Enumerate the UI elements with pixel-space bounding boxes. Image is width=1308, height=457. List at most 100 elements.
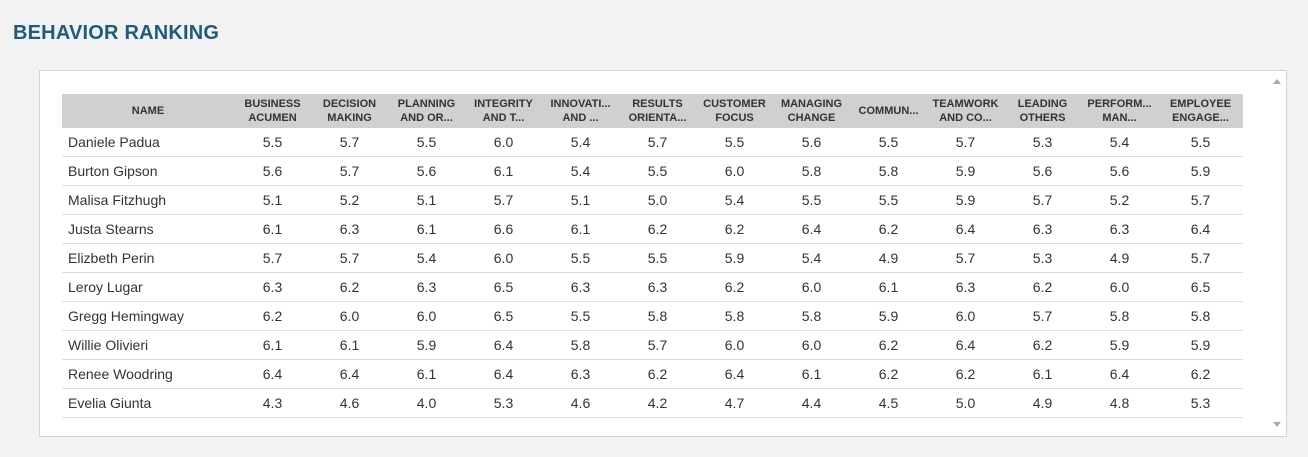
employee-name-cell: Evelia Giunta [62,388,234,418]
score-cell: 5.6 [1081,156,1158,186]
score-cell: 5.5 [773,185,850,215]
column-header[interactable]: PLANNING AND OR... [388,94,465,128]
column-header[interactable]: MANAGING CHANGE [773,94,850,128]
score-cell: 5.2 [1081,185,1158,215]
column-header[interactable]: TEAMWORK AND CO... [927,94,1004,128]
score-cell: 5.0 [619,185,696,215]
column-header[interactable]: PERFORM... MAN... [1081,94,1158,128]
score-cell: 5.2 [311,185,388,215]
score-cell: 5.7 [1004,185,1081,215]
score-cell: 5.9 [927,185,1004,215]
score-cell: 6.3 [927,272,1004,302]
score-cell: 4.8 [1081,388,1158,418]
score-cell: 6.2 [696,214,773,244]
scroll-up-arrow-icon[interactable] [1273,79,1281,84]
column-header[interactable]: LEADING OTHERS [1004,94,1081,128]
score-cell: 6.1 [773,359,850,389]
column-header[interactable]: COMMUN... [850,94,927,128]
score-cell: 6.3 [234,272,311,302]
column-header[interactable]: INNOVATI... AND ... [542,94,619,128]
score-cell: 6.4 [1158,214,1243,244]
column-header[interactable]: DECISION MAKING [311,94,388,128]
score-cell: 5.5 [388,128,465,157]
score-cell: 6.4 [465,330,542,360]
score-cell: 5.9 [1081,330,1158,360]
score-cell: 5.8 [619,301,696,331]
score-cell: 5.8 [850,156,927,186]
score-cell: 5.5 [850,128,927,157]
score-cell: 5.1 [234,185,311,215]
scroll-down-arrow-icon[interactable] [1273,422,1281,427]
score-cell: 4.9 [1081,243,1158,273]
score-cell: 6.3 [388,272,465,302]
score-cell: 5.5 [542,243,619,273]
score-cell: 5.7 [311,243,388,273]
score-cell: 6.0 [465,128,542,157]
score-cell: 5.5 [619,156,696,186]
score-cell: 4.9 [850,243,927,273]
table-header: NAME BUSINESS ACUMEN DECISION MAKING PLANNI… [62,94,1243,128]
score-cell: 5.5 [234,128,311,157]
score-cell: 4.4 [773,388,850,418]
score-cell: 6.5 [465,301,542,331]
score-cell: 5.7 [1158,243,1243,273]
score-cell: 4.7 [696,388,773,418]
score-cell: 5.8 [1081,301,1158,331]
score-cell: 4.2 [619,388,696,418]
employee-name-cell: Elizbeth Perin [62,243,234,273]
vertical-scrollbar[interactable] [1268,71,1286,436]
score-cell: 5.3 [465,388,542,418]
score-cell: 5.7 [619,330,696,360]
score-cell: 6.1 [465,156,542,186]
table-row[interactable]: Willie Olivieri 6.1 6.1 5.9 6.4 5.8 5.7 6.0 6.0 6… [62,330,1243,360]
score-cell: 5.5 [696,128,773,157]
score-cell: 5.4 [696,185,773,215]
score-cell: 5.7 [311,156,388,186]
score-cell: 6.0 [465,243,542,273]
table-row[interactable]: Daniele Padua 5.5 5.7 5.5 6.0 5.4 5.7 5.5 5.6 5.5… [62,128,1243,157]
score-cell: 6.3 [311,214,388,244]
score-cell: 6.2 [1004,272,1081,302]
table-row[interactable]: Leroy Lugar 6.3 6.2 6.3 6.5 6.3 6.3 6.2 6.0 6.1 6.… [62,272,1243,302]
column-header[interactable]: INTEGRITY AND T... [465,94,542,128]
score-cell: 6.0 [311,301,388,331]
score-cell: 5.7 [1004,301,1081,331]
score-cell: 5.8 [542,330,619,360]
score-cell: 6.0 [696,156,773,186]
table-row[interactable]: Malisa Fitzhugh 5.1 5.2 5.1 5.7 5.1 5.0 5.4 5.5 5… [62,185,1243,215]
score-cell: 6.4 [311,359,388,389]
employee-name-cell: Gregg Hemingway [62,301,234,331]
table-row[interactable]: Justa Stearns 6.1 6.3 6.1 6.6 6.1 6.2 6.2 6.4 6.2… [62,214,1243,244]
score-cell: 6.4 [465,359,542,389]
score-cell: 5.6 [388,156,465,186]
employee-name-cell: Leroy Lugar [62,272,234,302]
behavior-ranking-panel: NAME BUSINESS ACUMEN DECISION MAKING PLANNI… [39,70,1287,437]
score-cell: 5.6 [234,156,311,186]
score-cell: 5.9 [1158,330,1243,360]
score-cell: 6.0 [696,330,773,360]
score-cell: 4.3 [234,388,311,418]
score-cell: 6.1 [1004,359,1081,389]
score-cell: 6.0 [1081,272,1158,302]
table-row[interactable]: Burton Gipson 5.6 5.7 5.6 6.1 5.4 5.5 6.0 5.8 5.8… [62,156,1243,186]
score-cell: 4.6 [311,388,388,418]
score-cell: 6.0 [773,272,850,302]
table-row[interactable]: Gregg Hemingway 6.2 6.0 6.0 6.5 5.5 5.8 5.8 5.8 5… [62,301,1243,331]
score-cell: 5.7 [927,128,1004,157]
table-row[interactable]: Renee Woodring 6.4 6.4 6.1 6.4 6.3 6.2 6.4 6.1 6.… [62,359,1243,389]
table-row[interactable]: Evelia Giunta 4.3 4.6 4.0 5.3 4.6 4.2 4.7 4.4 4.5… [62,388,1243,418]
score-cell: 5.7 [465,185,542,215]
column-header[interactable]: EMPLOYEE ENGAGE... [1158,94,1243,128]
employee-name-cell: Justa Stearns [62,214,234,244]
score-cell: 6.5 [465,272,542,302]
column-header[interactable]: CUSTOMER FOCUS [696,94,773,128]
column-header[interactable]: BUSINESS ACUMEN [234,94,311,128]
score-cell: 6.1 [542,214,619,244]
score-cell: 6.3 [1004,214,1081,244]
column-header-name[interactable]: NAME [62,94,234,128]
score-cell: 6.3 [542,272,619,302]
score-cell: 4.0 [388,388,465,418]
score-cell: 5.4 [388,243,465,273]
table-row[interactable]: Elizbeth Perin 5.7 5.7 5.4 6.0 5.5 5.5 5.9 5.4 4.… [62,243,1243,273]
column-header[interactable]: RESULTS ORIENTA... [619,94,696,128]
